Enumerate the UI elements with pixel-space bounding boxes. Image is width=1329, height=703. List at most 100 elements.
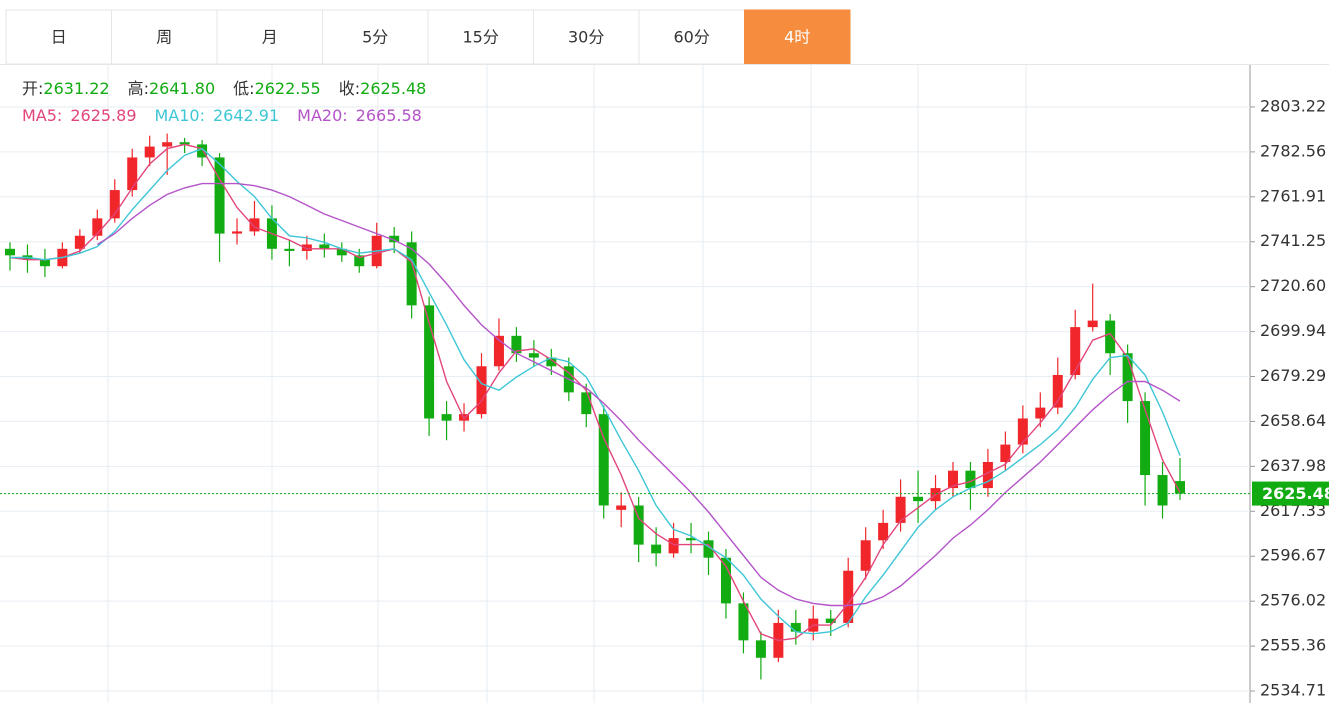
candle-body [843, 570, 854, 623]
legend-value: 2665.58 [356, 106, 422, 125]
candle-body [336, 248, 347, 256]
tab[interactable] [5, 9, 112, 65]
candle-body [1157, 475, 1168, 506]
candle-body [301, 244, 312, 251]
candle-body [5, 248, 15, 256]
candle-body [144, 146, 155, 158]
candle-body [1070, 327, 1081, 375]
ma-line [10, 147, 1181, 635]
y-tick-label: 2741.25 [1260, 231, 1326, 250]
candle-body [825, 618, 836, 623]
candle-body [179, 142, 190, 145]
candle-body [493, 335, 504, 367]
candle-body [127, 157, 138, 191]
candle-body [319, 244, 330, 249]
candle-body [232, 231, 243, 234]
tab[interactable] [111, 9, 218, 65]
candle-body [284, 248, 295, 251]
ohlc-legend-label: 高: [128, 79, 149, 98]
candle-body [860, 540, 871, 571]
ohlc-legend-value: 2631.22 [43, 79, 109, 98]
candle-body [947, 470, 958, 489]
y-tick-label: 2596.67 [1260, 546, 1326, 565]
candle-body [249, 218, 260, 232]
candle-body [982, 461, 993, 489]
candle-body [616, 505, 627, 510]
candle-body [389, 235, 400, 243]
ohlc-legend-label: 开: [22, 79, 43, 98]
ohlc-legend-label: 低: [233, 79, 254, 98]
tab[interactable] [216, 9, 323, 65]
candle-body [598, 414, 609, 506]
candle-body [109, 190, 120, 219]
candle-body [1052, 374, 1063, 408]
y-tick-label: 2576.02 [1260, 591, 1326, 610]
candle-body [1035, 407, 1046, 419]
tab-label[interactable]: 5分 [362, 28, 388, 47]
candle-body [1017, 418, 1028, 445]
candle-body [581, 392, 592, 415]
tab-label[interactable]: 日 [51, 28, 67, 47]
candle-body [633, 505, 644, 545]
candle-body [546, 357, 557, 367]
ma-line [9, 143, 1181, 642]
ohlc-legend-value: 2625.48 [360, 79, 426, 98]
candle-body [424, 305, 435, 419]
candle-body [406, 242, 417, 306]
candle-body [74, 235, 85, 249]
candle-body [668, 538, 679, 554]
y-tick-label: 2761.91 [1260, 186, 1326, 205]
y-tick-label: 2534.71 [1260, 681, 1326, 700]
candle-body [913, 496, 924, 502]
candle-body [720, 557, 731, 604]
candle-body [441, 414, 452, 421]
legend-name: MA10: [155, 106, 206, 125]
y-tick-label: 2555.36 [1260, 636, 1326, 655]
tab-label[interactable]: 30分 [568, 28, 604, 47]
y-tick-label: 2782.56 [1260, 141, 1326, 160]
candle-body [511, 335, 522, 354]
y-tick-label: 2658.64 [1260, 411, 1326, 430]
ohlc-legend-value: 2641.80 [149, 79, 215, 98]
last-price-label: 2625.48 [1262, 484, 1329, 503]
tab-label[interactable]: 月 [262, 28, 278, 47]
candle-body [738, 603, 749, 641]
legend-value: 2625.89 [70, 106, 136, 125]
candle-body [755, 640, 766, 658]
y-tick-label: 2637.98 [1260, 456, 1326, 475]
candle-body [651, 544, 662, 554]
candle-body [92, 218, 103, 236]
candle-body [528, 353, 539, 358]
tab[interactable] [638, 9, 745, 65]
candle-body [197, 144, 208, 158]
ma-line [96, 182, 1181, 607]
y-tick-label: 2699.94 [1260, 321, 1326, 340]
candle-body [1000, 444, 1011, 462]
vertical-grid [107, 65, 1027, 703]
y-tick-label: 2720.60 [1260, 276, 1326, 295]
legend-value: 2642.91 [213, 106, 279, 125]
tab-label[interactable]: 4时 [784, 28, 810, 47]
candle-body [162, 142, 173, 147]
ohlc-legend-label: 收: [339, 79, 360, 98]
candle-body [1087, 320, 1098, 328]
tab[interactable] [744, 9, 851, 65]
candle-body [878, 522, 889, 541]
candle-body [39, 259, 50, 267]
y-tick-label: 2679.29 [1260, 366, 1326, 385]
tab-label[interactable]: 60分 [674, 28, 710, 47]
tab-label[interactable]: 周 [156, 28, 172, 47]
legend-name: MA5: [22, 106, 62, 125]
candle-body [1105, 320, 1116, 354]
candle-body [354, 255, 365, 267]
candle-body [703, 540, 714, 558]
candle-body [686, 538, 697, 541]
candle-body [476, 366, 487, 415]
candle-body [1175, 481, 1185, 494]
y-tick-label: 2803.22 [1260, 96, 1326, 115]
tab-label[interactable]: 15分 [463, 28, 499, 47]
legend-name: MA20: [297, 106, 348, 125]
ma-legend: MA5: 2625.89 MA10: 2642.91 MA20: 2665.58 [22, 106, 422, 125]
candle-body [895, 496, 906, 523]
